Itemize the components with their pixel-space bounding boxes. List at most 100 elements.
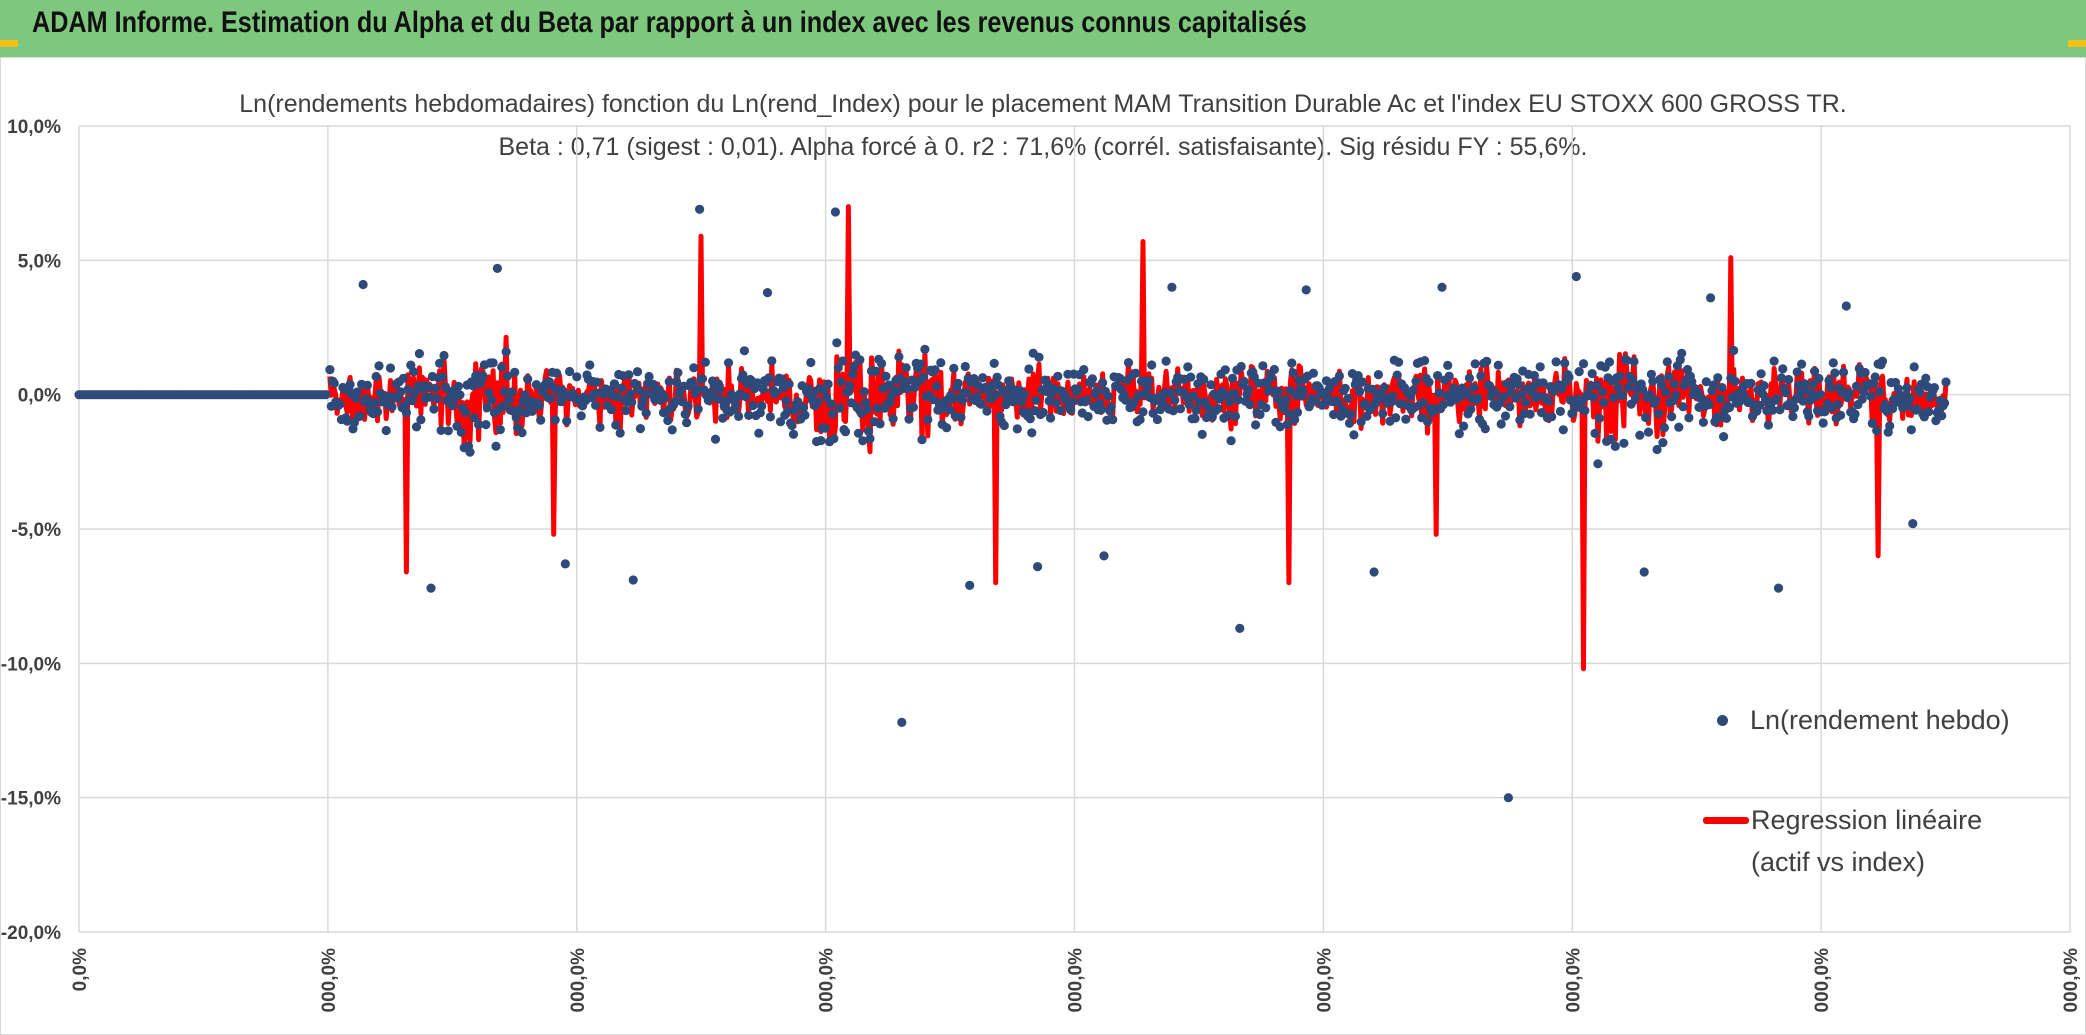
scatter-point xyxy=(1236,361,1246,372)
scatter-point xyxy=(718,413,728,423)
scatter-point xyxy=(1833,400,1843,410)
scatter-point xyxy=(1394,357,1404,367)
scatter-point xyxy=(1877,356,1888,366)
scatter-point xyxy=(565,366,575,377)
scatter-point xyxy=(381,425,391,436)
scatter-point xyxy=(1161,356,1171,366)
scatter-point xyxy=(1818,418,1828,428)
scatter-point xyxy=(1108,415,1118,425)
scatter-point xyxy=(1290,415,1300,425)
scatter-point xyxy=(1701,377,1711,387)
scatter-point xyxy=(609,379,620,389)
scatter-point xyxy=(1810,366,1820,376)
scatter-point xyxy=(1496,419,1506,429)
scatter-point xyxy=(1589,392,1599,402)
scatter-point xyxy=(345,379,355,390)
scatter-point xyxy=(829,434,839,444)
scatter-point xyxy=(1123,358,1134,368)
scatter-point xyxy=(1515,415,1525,425)
scatter-point xyxy=(881,371,891,381)
scatter-point xyxy=(1368,384,1378,394)
scatter-point xyxy=(407,396,417,406)
scatter-point xyxy=(723,358,734,368)
scatter-point xyxy=(1301,285,1311,295)
scatter-point xyxy=(1233,395,1243,405)
scatter-point xyxy=(1652,444,1662,455)
scatter-point xyxy=(1388,391,1398,401)
scatter-point xyxy=(1662,357,1672,367)
scatter-point xyxy=(754,428,764,438)
scatter-point xyxy=(1830,368,1840,378)
scatter-point xyxy=(1698,417,1708,427)
scatter-point xyxy=(1167,282,1177,292)
scatter-point xyxy=(517,428,527,438)
scatter-point xyxy=(830,207,841,217)
scatter-point xyxy=(1220,365,1230,375)
scatter-point xyxy=(1535,362,1545,372)
scatter-point xyxy=(1499,392,1509,402)
scatter-point xyxy=(1170,395,1180,405)
scatter-point xyxy=(1226,436,1236,446)
scatter-point xyxy=(1836,410,1846,420)
scatter-point xyxy=(1825,383,1836,393)
y-tick-label: 5,0% xyxy=(18,251,61,272)
scatter-point xyxy=(1379,383,1389,393)
scatter-point xyxy=(1619,438,1629,448)
scatter-point xyxy=(1521,397,1531,407)
scatter-point xyxy=(816,436,826,446)
scatter-point xyxy=(1329,409,1339,420)
scatter-point xyxy=(1476,371,1486,381)
scatter-point xyxy=(335,399,345,409)
scatter-point xyxy=(426,583,436,593)
scatter-point xyxy=(956,412,966,422)
scatter-point xyxy=(531,380,542,390)
scatter-point xyxy=(901,363,911,373)
scatter-point xyxy=(1888,404,1898,414)
page-title: ADAM Informe. Estimation du Alpha et du … xyxy=(32,6,1307,39)
scatter-point xyxy=(1937,411,1947,421)
scatter-point xyxy=(1778,364,1788,374)
scatter-point xyxy=(1525,409,1535,419)
scatter-point xyxy=(1772,394,1782,404)
scatter-point xyxy=(1808,379,1818,389)
scatter-point xyxy=(469,413,479,423)
scatter-point xyxy=(560,559,570,569)
scatter-point xyxy=(865,434,875,444)
scatter-point xyxy=(1645,390,1655,400)
scatter-point xyxy=(992,372,1002,382)
scatter-point xyxy=(1206,380,1216,390)
data-marks xyxy=(74,204,1951,803)
scatter-point xyxy=(1099,551,1109,561)
scatter-point xyxy=(1408,385,1418,395)
scatter-point xyxy=(965,580,975,591)
scatter-point xyxy=(1671,390,1681,400)
scatter-point xyxy=(1401,414,1411,424)
scatter-point xyxy=(1038,407,1048,418)
scatter-point xyxy=(1470,359,1480,369)
scatter-point xyxy=(374,361,384,371)
scatter-point xyxy=(739,346,750,356)
scatter-point xyxy=(342,416,352,426)
scatter-point xyxy=(673,368,683,378)
scatter-point xyxy=(1915,387,1925,397)
scatter-point xyxy=(632,367,643,377)
scatter-point xyxy=(744,410,754,420)
scatter-point xyxy=(572,372,582,382)
x-tick-label: 000,0% xyxy=(1314,948,1335,1013)
scatter-point xyxy=(1131,368,1141,378)
scatter-point xyxy=(907,375,917,385)
scatter-point xyxy=(953,378,963,388)
scatter-point xyxy=(1587,369,1597,379)
legend-regression-line xyxy=(1703,817,1749,824)
scatter-point xyxy=(916,359,926,369)
scatter-point xyxy=(329,378,339,388)
scatter-point xyxy=(864,426,874,436)
scatter-point xyxy=(1258,361,1268,371)
scatter-point xyxy=(1875,387,1885,397)
scatter-point xyxy=(1684,413,1694,423)
scatter-point xyxy=(1027,428,1037,438)
scatter-point xyxy=(1615,371,1625,381)
scatter-point xyxy=(982,406,992,416)
scatter-point xyxy=(813,396,823,407)
scatter-point xyxy=(663,415,673,426)
